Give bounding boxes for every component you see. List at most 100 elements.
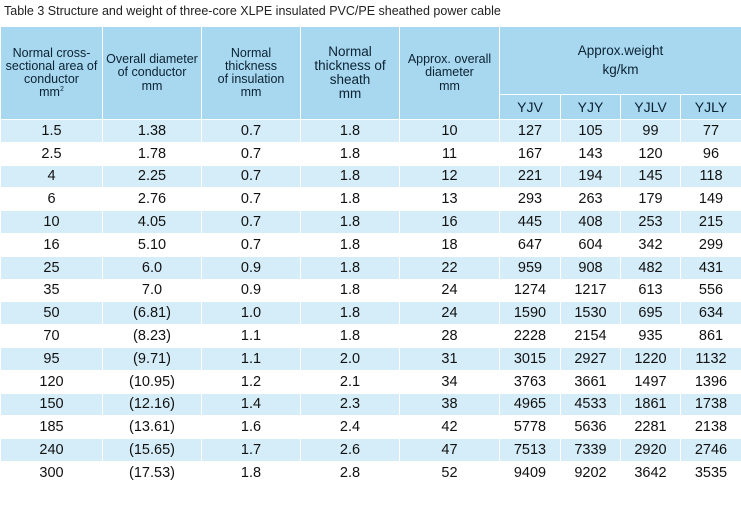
cell-weight-yjly: 556 bbox=[680, 278, 741, 303]
table-row: 4 2.25 0.7 1.8 12 221 194 145 118 bbox=[0, 164, 741, 189]
cell-weight-yjy: 2927 bbox=[560, 346, 621, 371]
header-cross-sectional-area: Normal cross- sectional area of conducto… bbox=[0, 26, 103, 120]
cell-weight-yjlv: 1220 bbox=[620, 346, 681, 371]
table-row: 95 (9.71) 1.1 2.0 31 3015 2927 1220 1132 bbox=[0, 346, 741, 371]
table-row: 1.5 1.38 0.7 1.8 10 127 105 99 77 bbox=[0, 119, 741, 143]
cell-conductor-diameter: (8.23) bbox=[102, 324, 202, 348]
header-overall-line2: diameter bbox=[425, 65, 474, 80]
cell-weight-yjy: 9202 bbox=[560, 460, 621, 485]
cell-weight-yjlv: 1497 bbox=[620, 369, 681, 394]
cell-conductor-diameter: 1.38 bbox=[102, 119, 202, 143]
cell-conductor-diameter: 6.0 bbox=[102, 255, 202, 280]
cell-insulation: 1.0 bbox=[201, 301, 301, 326]
header-overall-line1: Approx. overall bbox=[407, 52, 492, 67]
cell-weight-yjv: 1590 bbox=[499, 301, 561, 326]
cell-sheath: 1.8 bbox=[300, 232, 400, 257]
table-row: 50 (6.81) 1.0 1.8 24 1590 1530 695 634 bbox=[0, 301, 741, 326]
cell-weight-yjy: 1530 bbox=[560, 301, 621, 326]
cell-insulation: 0.7 bbox=[201, 210, 301, 234]
header-area-line3: conductor bbox=[24, 72, 79, 86]
header-overall-diameter: Approx. overall diameter mm bbox=[399, 26, 500, 120]
cell-weight-yjv: 5778 bbox=[499, 415, 561, 440]
cell-weight-yjlv: 179 bbox=[620, 187, 681, 212]
cell-area: 120 bbox=[0, 369, 103, 394]
table-row: 240 (15.65) 1.7 2.6 47 7513 7339 2920 2746 bbox=[0, 438, 741, 462]
cell-weight-yjy: 263 bbox=[560, 187, 621, 212]
cell-weight-yjlv: 613 bbox=[620, 278, 681, 303]
cell-weight-yjly: 215 bbox=[680, 210, 741, 234]
cell-area: 16 bbox=[0, 232, 103, 257]
cell-overall-diameter: 18 bbox=[399, 232, 500, 257]
cell-conductor-diameter: 2.25 bbox=[102, 164, 202, 189]
cell-area: 70 bbox=[0, 324, 103, 348]
cell-conductor-diameter: 2.76 bbox=[102, 187, 202, 212]
cell-weight-yjy: 143 bbox=[560, 141, 621, 166]
cell-sheath: 1.8 bbox=[300, 255, 400, 280]
cell-overall-diameter: 12 bbox=[399, 164, 500, 189]
table-row: 70 (8.23) 1.1 1.8 28 2228 2154 935 861 bbox=[0, 324, 741, 348]
header-area-unit: mm bbox=[39, 85, 60, 100]
table-row: 2.5 1.78 0.7 1.8 11 167 143 120 96 bbox=[0, 141, 741, 166]
header-ins-unit: mm bbox=[240, 85, 262, 100]
cell-area: 10 bbox=[0, 210, 103, 234]
header-conductor-diameter: Overall diameter of conductor mm bbox=[102, 26, 202, 120]
cell-conductor-diameter: 1.78 bbox=[102, 141, 202, 166]
cell-overall-diameter: 24 bbox=[399, 301, 500, 326]
cell-weight-yjy: 105 bbox=[560, 119, 621, 143]
table-row: 6 2.76 0.7 1.8 13 293 263 179 149 bbox=[0, 187, 741, 212]
cell-weight-yjy: 4533 bbox=[560, 392, 621, 417]
cell-conductor-diameter: (10.95) bbox=[102, 369, 202, 394]
cell-weight-yjv: 3763 bbox=[499, 369, 561, 394]
cell-area: 35 bbox=[0, 278, 103, 303]
cell-overall-diameter: 47 bbox=[399, 438, 500, 462]
header-area-line1: Normal cross- bbox=[12, 45, 91, 60]
cell-sheath: 1.8 bbox=[300, 119, 400, 143]
cell-area: 185 bbox=[0, 415, 103, 440]
cell-weight-yjlv: 3642 bbox=[620, 460, 681, 485]
cell-weight-yjv: 3015 bbox=[499, 346, 561, 371]
header-type-yjly: YJLY bbox=[680, 94, 741, 120]
cell-weight-yjlv: 253 bbox=[620, 210, 681, 234]
cell-conductor-diameter: (12.16) bbox=[102, 392, 202, 417]
header-diam-line1: Overall diameter bbox=[106, 52, 198, 67]
cell-weight-yjlv: 482 bbox=[620, 255, 681, 280]
cell-conductor-diameter: (13.61) bbox=[102, 415, 202, 440]
cell-area: 1.5 bbox=[0, 119, 103, 143]
cell-weight-yjly: 149 bbox=[680, 187, 741, 212]
cell-insulation: 0.7 bbox=[201, 141, 301, 166]
cell-insulation: 1.1 bbox=[201, 346, 301, 371]
cell-insulation: 0.7 bbox=[201, 164, 301, 189]
cell-weight-yjv: 167 bbox=[499, 141, 561, 166]
cell-sheath: 2.4 bbox=[300, 415, 400, 440]
cell-weight-yjy: 194 bbox=[560, 164, 621, 189]
cell-weight-yjly: 1396 bbox=[680, 369, 741, 394]
header-ins-line1: Normal thickness bbox=[224, 45, 278, 73]
cell-conductor-diameter: (9.71) bbox=[102, 346, 202, 371]
cell-area: 50 bbox=[0, 301, 103, 326]
cell-conductor-diameter: (17.53) bbox=[102, 460, 202, 485]
cell-weight-yjv: 647 bbox=[499, 232, 561, 257]
cell-weight-yjlv: 2281 bbox=[620, 415, 681, 440]
header-area-line2: sectional area of bbox=[5, 58, 98, 73]
cell-area: 300 bbox=[0, 460, 103, 485]
cell-overall-diameter: 11 bbox=[399, 141, 500, 166]
cell-insulation: 0.9 bbox=[201, 255, 301, 280]
cell-conductor-diameter: (6.81) bbox=[102, 301, 202, 326]
cell-weight-yjly: 77 bbox=[680, 119, 741, 143]
header-ins-line2: of insulation bbox=[217, 72, 285, 86]
cell-weight-yjly: 1132 bbox=[680, 346, 741, 371]
header-area-sup: 2 bbox=[59, 86, 64, 94]
cell-weight-yjv: 293 bbox=[499, 187, 561, 212]
cell-weight-yjv: 9409 bbox=[499, 460, 561, 485]
cell-area: 25 bbox=[0, 255, 103, 280]
cell-conductor-diameter: 7.0 bbox=[102, 278, 202, 303]
cell-sheath: 1.8 bbox=[300, 210, 400, 234]
cell-overall-diameter: 16 bbox=[399, 210, 500, 234]
cell-weight-yjlv: 2920 bbox=[620, 438, 681, 462]
cell-weight-yjly: 96 bbox=[680, 141, 741, 166]
cell-sheath: 1.8 bbox=[300, 141, 400, 166]
cell-conductor-diameter: (15.65) bbox=[102, 438, 202, 462]
table-row: 16 5.10 0.7 1.8 18 647 604 342 299 bbox=[0, 232, 741, 257]
table-row: 185 (13.61) 1.6 2.4 42 5778 5636 2281 2138 bbox=[0, 415, 741, 440]
table-row: 150 (12.16) 1.4 2.3 38 4965 4533 1861 1738 bbox=[0, 392, 741, 417]
